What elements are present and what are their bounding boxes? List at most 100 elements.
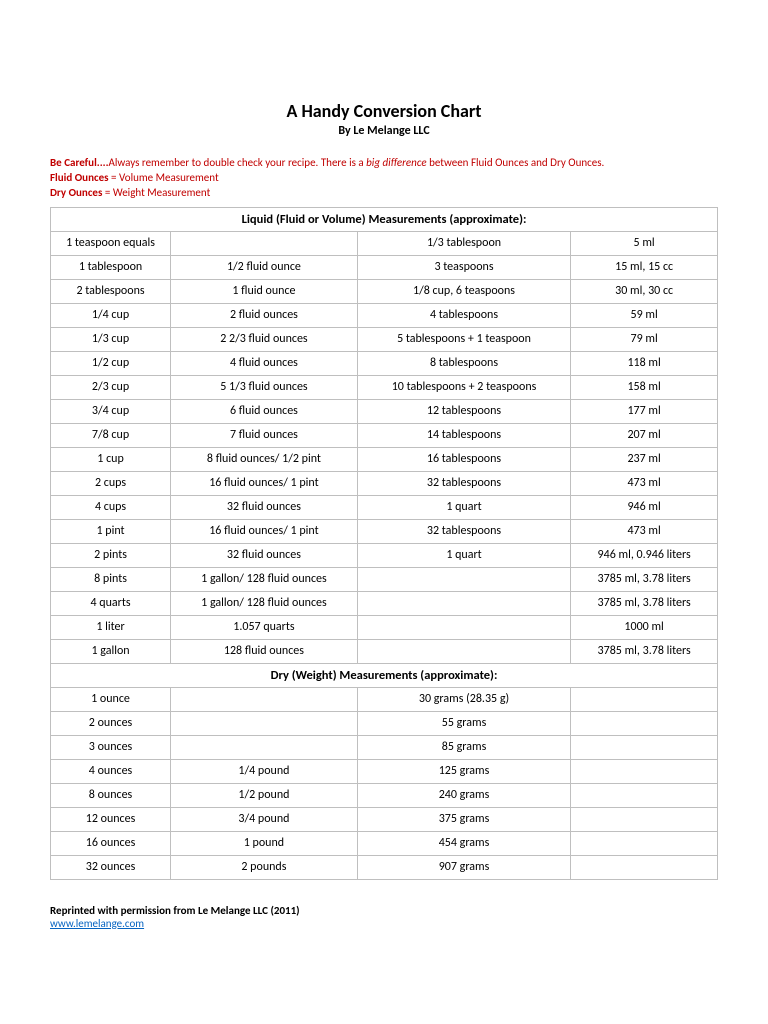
table-row: 4 cups32 fluid ounces1 quart946 ml	[51, 495, 718, 519]
fluid-eq: = Volume Measurement	[109, 171, 219, 184]
warn-lead: Be Careful....	[50, 156, 109, 169]
table-cell: 907 grams	[357, 855, 570, 879]
table-cell: 125 grams	[357, 759, 570, 783]
table-cell: 2 fluid ounces	[171, 303, 358, 327]
table-cell: 1 gallon	[51, 639, 171, 663]
warning-line-main: Be Careful....Always remember to double …	[50, 156, 718, 171]
table-cell: 10 tablespoons + 2 teaspoons	[357, 375, 570, 399]
table-row: 12 ounces3/4 pound375 grams	[51, 807, 718, 831]
table-cell	[571, 783, 718, 807]
document-page: A Handy Conversion Chart By Le Melange L…	[0, 0, 768, 970]
table-cell: 177 ml	[571, 399, 718, 423]
table-cell: 32 fluid ounces	[171, 543, 358, 567]
table-row: 2 pints32 fluid ounces1 quart946 ml, 0.9…	[51, 543, 718, 567]
table-cell: 2 tablespoons	[51, 279, 171, 303]
section-header-row: Liquid (Fluid or Volume) Measurements (a…	[51, 207, 718, 231]
table-cell: 3 teaspoons	[357, 255, 570, 279]
footer-link[interactable]: www.lemelange.com	[50, 917, 718, 930]
table-cell: 12 ounces	[51, 807, 171, 831]
warning-block: Be Careful....Always remember to double …	[50, 156, 718, 201]
table-cell: 2 2/3 fluid ounces	[171, 327, 358, 351]
table-cell	[171, 687, 358, 711]
table-row: 3/4 cup6 fluid ounces12 tablespoons177 m…	[51, 399, 718, 423]
table-cell: 4 fluid ounces	[171, 351, 358, 375]
table-cell: 3785 ml, 3.78 liters	[571, 567, 718, 591]
table-cell: 473 ml	[571, 471, 718, 495]
table-row: 8 ounces1/2 pound240 grams	[51, 783, 718, 807]
table-cell	[357, 615, 570, 639]
table-cell: 16 fluid ounces/ 1 pint	[171, 519, 358, 543]
dry-section-header: Dry (Weight) Measurements (approximate):	[51, 663, 718, 687]
table-cell: 15 ml, 15 cc	[571, 255, 718, 279]
table-cell: 3 ounces	[51, 735, 171, 759]
table-cell: 1/4 pound	[171, 759, 358, 783]
table-cell: 3/4 cup	[51, 399, 171, 423]
table-cell: 3/4 pound	[171, 807, 358, 831]
conversion-table: Liquid (Fluid or Volume) Measurements (a…	[50, 207, 718, 880]
warn-text1: Always remember to double check your rec…	[109, 156, 367, 169]
table-cell: 4 tablespoons	[357, 303, 570, 327]
table-cell	[571, 759, 718, 783]
table-row: 2 ounces55 grams	[51, 711, 718, 735]
table-cell: 946 ml, 0.946 liters	[571, 543, 718, 567]
table-cell: 375 grams	[357, 807, 570, 831]
footer: Reprinted with permission from Le Melang…	[50, 904, 718, 930]
table-row: 1 gallon128 fluid ounces 3785 ml, 3.78 li…	[51, 639, 718, 663]
page-subtitle: By Le Melange LLC	[50, 124, 718, 138]
table-cell: 79 ml	[571, 327, 718, 351]
table-cell: 1/2 pound	[171, 783, 358, 807]
table-cell: 16 fluid ounces/ 1 pint	[171, 471, 358, 495]
table-cell: 128 fluid ounces	[171, 639, 358, 663]
warn-text2: between Fluid Ounces and Dry Ounces.	[427, 156, 605, 169]
table-cell: 6 fluid ounces	[171, 399, 358, 423]
table-cell	[571, 735, 718, 759]
table-cell: 1 ounce	[51, 687, 171, 711]
table-cell: 1 pint	[51, 519, 171, 543]
table-cell: 32 ounces	[51, 855, 171, 879]
dry-label: Dry Ounces	[50, 186, 102, 199]
liquid-section-header: Liquid (Fluid or Volume) Measurements (a…	[51, 207, 718, 231]
table-cell: 85 grams	[357, 735, 570, 759]
table-cell	[571, 831, 718, 855]
table-cell: 3785 ml, 3.78 liters	[571, 639, 718, 663]
table-cell: 1/2 cup	[51, 351, 171, 375]
table-row: 1 cup8 fluid ounces/ 1/2 pint16 tablespo…	[51, 447, 718, 471]
table-cell: 8 fluid ounces/ 1/2 pint	[171, 447, 358, 471]
table-cell: 1 cup	[51, 447, 171, 471]
table-cell: 5 1/3 fluid ounces	[171, 375, 358, 399]
table-cell: 1/8 cup, 6 teaspoons	[357, 279, 570, 303]
table-cell	[171, 711, 358, 735]
table-row: 1 teaspoon equals1/3 tablespoon5 ml	[51, 231, 718, 255]
table-cell: 16 ounces	[51, 831, 171, 855]
table-cell: 473 ml	[571, 519, 718, 543]
table-cell: 1.057 quarts	[171, 615, 358, 639]
table-cell: 1 teaspoon equals	[51, 231, 171, 255]
table-cell	[571, 855, 718, 879]
table-cell: 2 pints	[51, 543, 171, 567]
table-cell: 14 tablespoons	[357, 423, 570, 447]
table-row: 1/3 cup2 2/3 fluid ounces5 tablespoons +…	[51, 327, 718, 351]
table-cell: 12 tablespoons	[357, 399, 570, 423]
fluid-label: Fluid Ounces	[50, 171, 109, 184]
table-cell: 3785 ml, 3.78 liters	[571, 591, 718, 615]
table-row: 3 ounces 85 grams	[51, 735, 718, 759]
table-cell: 1/3 tablespoon	[357, 231, 570, 255]
table-cell: 8 ounces	[51, 783, 171, 807]
table-cell: 454 grams	[357, 831, 570, 855]
table-row: 4 ounces1/4 pound125 grams	[51, 759, 718, 783]
table-cell: 55 grams	[357, 711, 570, 735]
table-cell: 8 tablespoons	[357, 351, 570, 375]
table-cell	[171, 735, 358, 759]
table-row: 1 tablespoon1/2 fluid ounce3 teaspoons15…	[51, 255, 718, 279]
footer-text: Reprinted with permission from Le Melang…	[50, 904, 300, 917]
table-row: 4 quarts1 gallon/ 128 fluid ounces3785 m…	[51, 591, 718, 615]
table-row: 1 pint16 fluid ounces/ 1 pint32 tablespo…	[51, 519, 718, 543]
table-row: 1/4 cup2 fluid ounces4 tablespoons59 ml	[51, 303, 718, 327]
section-header-row: Dry (Weight) Measurements (approximate):	[51, 663, 718, 687]
table-cell: 1 quart	[357, 495, 570, 519]
table-cell: 32 tablespoons	[357, 519, 570, 543]
table-cell: 946 ml	[571, 495, 718, 519]
table-cell: 1 quart	[357, 543, 570, 567]
table-cell: 32 fluid ounces	[171, 495, 358, 519]
table-cell	[357, 567, 570, 591]
